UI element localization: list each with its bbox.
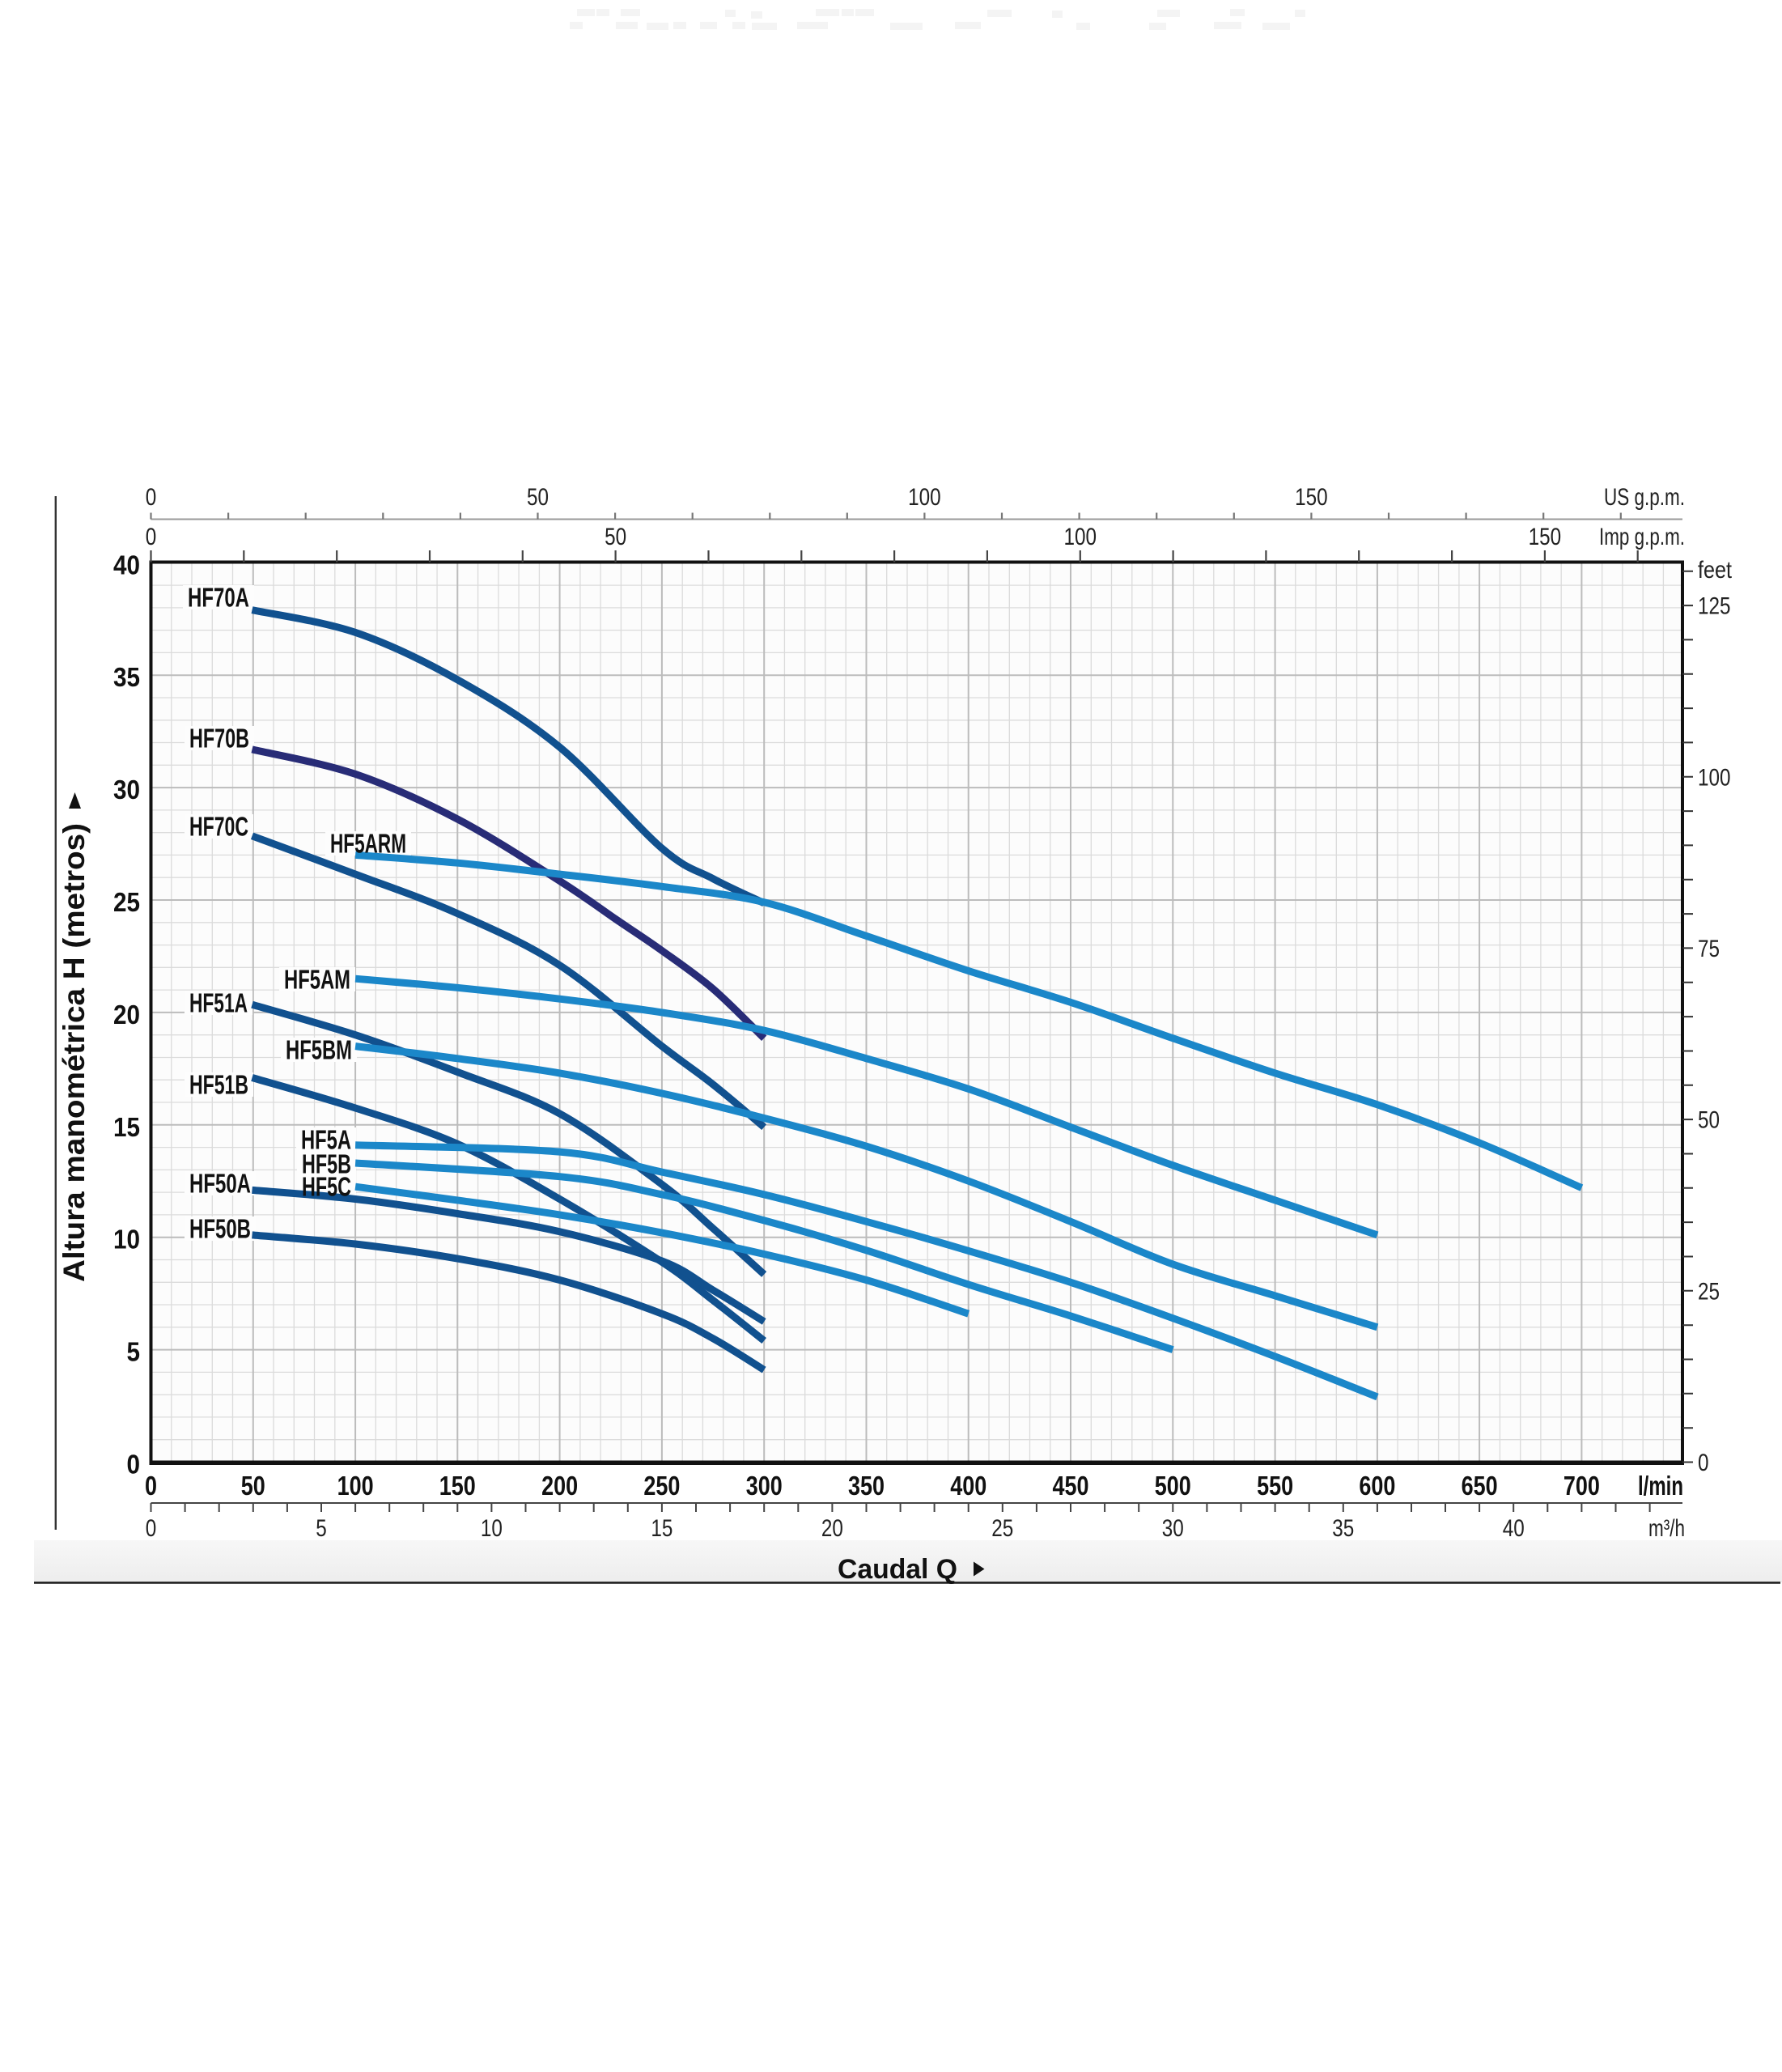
svg-text:Caudal Q: Caudal Q (838, 1554, 957, 1585)
svg-text:HF5ARM: HF5ARM (330, 829, 406, 859)
svg-text:35: 35 (113, 662, 140, 692)
svg-text:30: 30 (113, 775, 140, 805)
svg-text:HF5A: HF5A (301, 1125, 351, 1155)
svg-text:25: 25 (991, 1515, 1013, 1542)
svg-text:HF70C: HF70C (189, 812, 248, 842)
svg-text:HF70A: HF70A (188, 583, 249, 613)
svg-text:m³/h: m³/h (1648, 1515, 1685, 1542)
svg-text:40: 40 (1503, 1515, 1525, 1542)
svg-text:15: 15 (651, 1515, 672, 1542)
svg-text:0: 0 (146, 1515, 157, 1542)
svg-text:HF51B: HF51B (189, 1070, 248, 1100)
svg-text:150: 150 (1529, 524, 1562, 550)
svg-text:HF5C: HF5C (302, 1172, 351, 1202)
svg-text:200: 200 (541, 1471, 578, 1501)
svg-text:350: 350 (848, 1471, 885, 1501)
svg-text:HF50B: HF50B (189, 1214, 251, 1244)
svg-text:50: 50 (1698, 1107, 1720, 1134)
svg-text:Imp g.p.m.: Imp g.p.m. (1599, 524, 1685, 550)
svg-text:20: 20 (113, 1000, 140, 1030)
svg-text:0: 0 (1698, 1450, 1709, 1476)
svg-text:250: 250 (643, 1471, 680, 1501)
svg-text:100: 100 (337, 1471, 374, 1501)
svg-text:700: 700 (1563, 1471, 1600, 1501)
svg-text:15: 15 (113, 1112, 140, 1142)
svg-text:0: 0 (146, 484, 157, 511)
svg-text:50: 50 (605, 524, 626, 550)
svg-text:35: 35 (1332, 1515, 1354, 1542)
svg-text:25: 25 (113, 887, 140, 917)
svg-text:100: 100 (1698, 764, 1731, 791)
svg-text:30: 30 (1162, 1515, 1184, 1542)
svg-text:75: 75 (1698, 936, 1720, 962)
svg-text:650: 650 (1462, 1471, 1498, 1501)
svg-text:500: 500 (1155, 1471, 1191, 1501)
svg-text:150: 150 (439, 1471, 476, 1501)
svg-text:550: 550 (1257, 1471, 1293, 1501)
svg-text:feet: feet (1698, 557, 1733, 584)
svg-text:l/min: l/min (1638, 1471, 1683, 1501)
svg-text:125: 125 (1698, 593, 1731, 620)
svg-text:0: 0 (145, 1471, 157, 1501)
svg-text:Altura manométrica H (metros): Altura manométrica H (metros) (57, 823, 91, 1282)
svg-text:400: 400 (950, 1471, 986, 1501)
svg-text:50: 50 (527, 484, 549, 511)
svg-text:300: 300 (746, 1471, 783, 1501)
svg-text:HF5B: HF5B (302, 1149, 351, 1179)
svg-text:600: 600 (1359, 1471, 1395, 1501)
svg-text:US g.p.m.: US g.p.m. (1604, 484, 1685, 511)
svg-text:HF70B: HF70B (189, 724, 249, 754)
svg-text:HF5BM: HF5BM (286, 1035, 352, 1065)
svg-text:0: 0 (146, 524, 157, 550)
svg-text:HF51A: HF51A (189, 988, 248, 1018)
svg-text:50: 50 (241, 1471, 265, 1501)
svg-text:HF5AM: HF5AM (284, 965, 350, 995)
svg-text:150: 150 (1295, 484, 1328, 511)
svg-text:5: 5 (127, 1337, 141, 1367)
svg-text:10: 10 (481, 1515, 503, 1542)
svg-text:40: 40 (113, 550, 140, 580)
svg-text:100: 100 (1064, 524, 1097, 550)
svg-text:25: 25 (1698, 1278, 1720, 1305)
svg-text:5: 5 (316, 1515, 327, 1542)
svg-text:100: 100 (908, 484, 941, 511)
svg-text:0: 0 (127, 1450, 141, 1480)
svg-text:20: 20 (821, 1515, 843, 1542)
svg-text:HF50A: HF50A (189, 1169, 251, 1199)
svg-text:450: 450 (1053, 1471, 1089, 1501)
svg-text:10: 10 (113, 1225, 140, 1255)
